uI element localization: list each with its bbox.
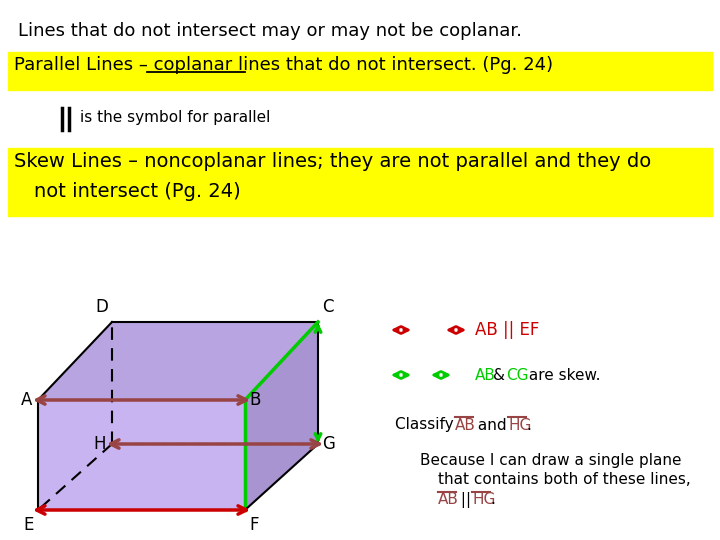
Text: HG: HG — [472, 492, 495, 508]
Text: AB: AB — [475, 368, 496, 382]
Text: is the symbol for parallel: is the symbol for parallel — [80, 110, 271, 125]
Text: H: H — [94, 435, 106, 453]
Text: C: C — [322, 298, 333, 316]
Text: AB: AB — [438, 492, 459, 508]
Text: G: G — [322, 435, 335, 453]
Polygon shape — [38, 322, 318, 400]
Text: that contains both of these lines,: that contains both of these lines, — [438, 472, 690, 488]
FancyBboxPatch shape — [8, 148, 712, 216]
Text: Lines that do not intersect may or may not be coplanar.: Lines that do not intersect may or may n… — [18, 22, 522, 40]
Text: D: D — [95, 298, 108, 316]
Text: not intersect (Pg. 24): not intersect (Pg. 24) — [34, 182, 240, 201]
Polygon shape — [245, 322, 318, 510]
Text: AB: AB — [455, 417, 476, 433]
Text: B: B — [249, 391, 261, 409]
Text: .: . — [490, 492, 495, 508]
Text: E: E — [24, 516, 34, 534]
Text: and: and — [473, 417, 511, 433]
Text: &: & — [493, 368, 510, 382]
Text: are skew.: are skew. — [524, 368, 600, 382]
Text: Skew Lines – noncoplanar lines; they are not parallel and they do: Skew Lines – noncoplanar lines; they are… — [14, 152, 652, 171]
Text: .: . — [526, 417, 531, 433]
Text: Because I can draw a single plane: Because I can draw a single plane — [420, 453, 682, 468]
Text: HG: HG — [508, 417, 531, 433]
Text: ||: || — [456, 492, 476, 508]
Text: Classify: Classify — [395, 417, 459, 433]
Text: A: A — [21, 391, 32, 409]
Text: F: F — [249, 516, 258, 534]
Text: AB || EF: AB || EF — [475, 321, 539, 339]
Text: Parallel Lines – coplanar lines that do not intersect. (Pg. 24): Parallel Lines – coplanar lines that do … — [14, 56, 553, 74]
Text: CG: CG — [506, 368, 528, 382]
Polygon shape — [38, 400, 245, 510]
FancyBboxPatch shape — [8, 52, 712, 90]
